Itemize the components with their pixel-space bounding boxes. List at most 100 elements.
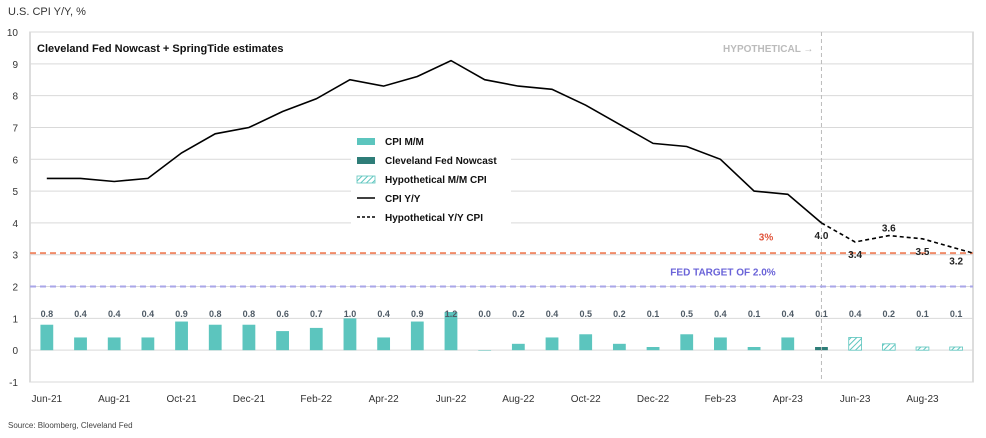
bar [848, 337, 862, 351]
x-tick-label: Jun-23 [840, 394, 871, 405]
bar-data-label: 0.1 [748, 309, 761, 319]
bar [511, 343, 525, 351]
x-tick-label: Jun-21 [32, 394, 63, 405]
x-tick-label: Apr-23 [773, 394, 803, 405]
bar-data-label: 0.4 [142, 309, 155, 319]
y-tick-label: 2 [12, 283, 18, 294]
line-point-label: 3.6 [882, 224, 896, 235]
x-tick-label: Feb-22 [300, 394, 332, 405]
y-tick-label: 0 [12, 346, 18, 357]
three-percent-label: 3% [759, 232, 774, 243]
y-tick-label: 9 [12, 60, 18, 71]
bar [444, 312, 458, 351]
bar-data-label: 0.4 [782, 309, 795, 319]
bar [276, 331, 289, 351]
bar-data-label: 0.9 [175, 309, 188, 319]
bar [377, 337, 391, 351]
x-tick-label: Oct-21 [167, 394, 197, 405]
y-axis-title: U.S. CPI Y/Y, % [8, 6, 86, 18]
bar [242, 324, 256, 351]
source-note: Source: Bloomberg, Cleveland Fed [8, 421, 133, 430]
x-tick-label: Jun-22 [436, 394, 467, 405]
cpi-yy-line [46, 59, 822, 224]
x-tick-label: Dec-21 [233, 394, 266, 405]
bar [208, 324, 222, 351]
bar [175, 321, 188, 351]
bar [612, 343, 626, 351]
bar [343, 318, 357, 351]
y-tick-label: -1 [9, 378, 18, 389]
legend-swatch [356, 175, 376, 184]
bar-data-label: 0.6 [276, 309, 289, 319]
fed-target-label: FED TARGET OF 2.0% [670, 267, 775, 278]
bar [646, 347, 660, 351]
bar-data-label: 0.2 [613, 309, 626, 319]
y-tick-label: 7 [12, 123, 18, 134]
bar-data-label: 0.5 [579, 309, 592, 319]
line-point-label: 3.2 [949, 256, 963, 267]
x-tick-label: Aug-22 [502, 394, 535, 405]
bar-data-label: 0.0 [478, 309, 491, 319]
bar [915, 346, 930, 351]
bar [478, 350, 492, 351]
bar [680, 334, 694, 351]
legend-swatch [357, 138, 375, 145]
bar-data-label: 0.1 [916, 309, 929, 319]
x-tick-label: Aug-21 [98, 394, 131, 405]
bar-data-label: 1.0 [344, 309, 357, 319]
y-tick-label: 8 [12, 92, 18, 103]
bar-data-label: 0.8 [209, 309, 222, 319]
y-tick-label: 1 [12, 314, 18, 325]
bar [107, 337, 121, 351]
bar-data-label: 0.1 [815, 309, 828, 319]
bar [309, 327, 323, 351]
y-tick-label: 6 [12, 155, 18, 166]
bar [579, 334, 593, 351]
bar-data-label: 0.4 [546, 309, 559, 319]
bar-data-label: 0.9 [411, 309, 424, 319]
line-point-label: 3.5 [916, 247, 930, 258]
bar-data-label: 0.7 [310, 309, 323, 319]
bar-data-label: 0.1 [647, 309, 660, 319]
legend-label: CPI Y/Y [385, 194, 421, 205]
bar [40, 324, 54, 351]
x-tick-label: Feb-23 [705, 394, 737, 405]
x-tick-label: Apr-22 [369, 394, 399, 405]
bar [781, 337, 795, 351]
bar-data-label: 1.2 [445, 309, 458, 319]
x-tick-label: Aug-23 [906, 394, 939, 405]
bar-data-label: 0.5 [680, 309, 693, 319]
line-point-label: 4.0 [814, 231, 828, 242]
bar-data-label: 0.1 [950, 309, 963, 319]
bar [545, 337, 559, 351]
bar [410, 321, 424, 351]
bar [747, 347, 761, 351]
line-point-label: 3.4 [848, 250, 862, 261]
bar-data-label: 0.4 [849, 309, 862, 319]
hypothetical-yy-line [821, 222, 974, 254]
bar-data-label: 0.4 [714, 309, 727, 319]
bar-data-label: 0.8 [243, 309, 256, 319]
chart-subtitle: Cleveland Fed Nowcast + SpringTide estim… [37, 43, 283, 55]
y-tick-label: 4 [12, 219, 18, 230]
legend-swatch [357, 157, 375, 164]
bar [714, 337, 727, 351]
bar-data-label: 0.4 [74, 309, 87, 319]
bar-data-label: 0.4 [377, 309, 390, 319]
bar [882, 343, 896, 351]
y-tick-label: 10 [7, 28, 19, 39]
y-tick-label: 3 [12, 251, 18, 262]
bar-data-label: 0.8 [41, 309, 54, 319]
legend-label: CPI M/M [385, 137, 424, 148]
hypothetical-annotation: HYPOTHETICAL → [723, 44, 813, 55]
legend-label: Hypothetical Y/Y CPI [385, 213, 483, 224]
bar-data-label: 0.2 [512, 309, 525, 319]
legend-label: Cleveland Fed Nowcast [385, 156, 497, 167]
bar [141, 337, 155, 351]
bar [74, 337, 87, 351]
legend-box [351, 132, 511, 230]
bar-data-label: 0.2 [883, 309, 896, 319]
x-tick-label: Oct-22 [571, 394, 601, 405]
x-tick-label: Dec-22 [637, 394, 670, 405]
